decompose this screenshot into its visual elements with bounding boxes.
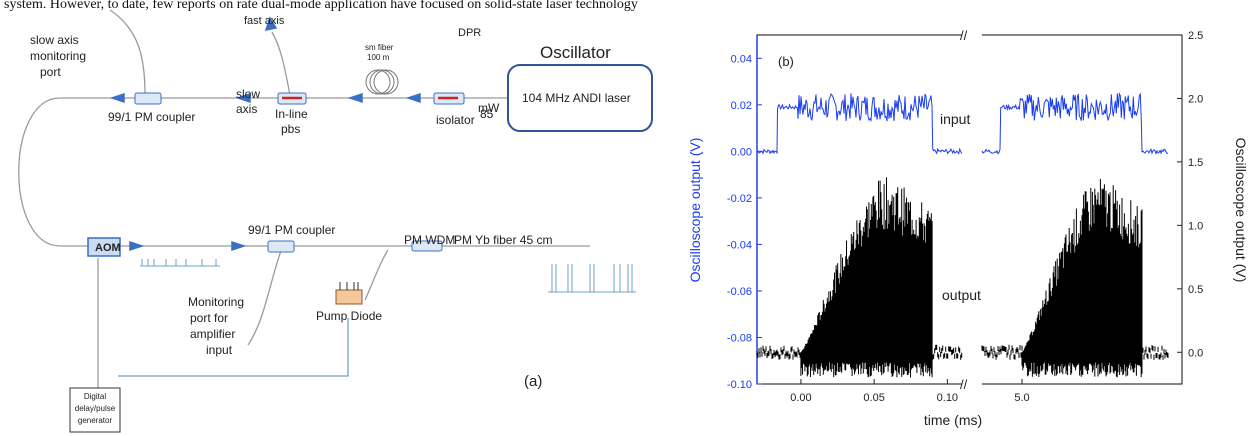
bottom-break-gap <box>962 379 982 389</box>
yb-fiber-label: PM Yb fiber 45 cm <box>454 233 552 247</box>
left-tick-label: -0.06 <box>727 286 752 298</box>
pump-fiber <box>364 249 389 301</box>
direction-arrows <box>109 16 421 252</box>
right-tick-label: 2.0 <box>1188 93 1203 105</box>
right-axis-title: Oscilloscope output (V) <box>1233 138 1248 283</box>
panel-b: // // 0.04 0.02 0.00 -0.02 -0.04 -0.06 -0.08 -0… <box>687 28 1248 428</box>
delay-link-pump <box>118 318 349 377</box>
slow-axis-label-1: slow <box>236 87 260 101</box>
delay-label-1: Digital <box>84 392 106 401</box>
amp-monitor-label-3: amplifier <box>190 327 235 341</box>
arrow-6 <box>231 240 247 252</box>
pulse-train-small <box>140 259 220 267</box>
output-series-line <box>981 179 1169 378</box>
left-tick-label: -0.10 <box>727 379 752 391</box>
x-tick-label: 0.00 <box>790 392 811 404</box>
power-value: 85 <box>480 107 494 121</box>
panel-a-label: (a) <box>524 373 542 390</box>
left-axis-title: Oscilloscope output (V) <box>687 138 703 283</box>
isolator-label: isolator <box>436 113 475 127</box>
input-annotation: input <box>940 111 970 127</box>
right-tick-label: 0.5 <box>1188 284 1203 296</box>
delay-generator-box <box>69 387 121 433</box>
x-tick-label: 5.0 <box>1014 392 1029 404</box>
amp-monitor-fiber <box>247 247 283 346</box>
pbs-label-1: In-line <box>275 107 308 121</box>
left-tick-label: 0.02 <box>731 100 752 112</box>
aom-box <box>87 237 121 257</box>
left-tick-label: -0.02 <box>727 193 752 205</box>
fiber-coil <box>365 69 399 95</box>
delay-label-2: delay/pulse <box>75 404 116 413</box>
top-axis-break: // <box>960 28 968 43</box>
fiber-paths <box>18 9 590 430</box>
x-ticks: 0.00 0.05 0.10 5.0 <box>790 379 1030 404</box>
watermark-text: DPR <box>458 27 481 39</box>
oscillator-box <box>507 64 653 132</box>
fast-axis-fiber <box>271 31 291 96</box>
x-axis-title: time (ms) <box>924 412 982 428</box>
right-y-ticks: 2.5 2.0 1.5 1.0 0.5 0.0 <box>1177 30 1203 359</box>
fiber-label-1: sm fiber <box>365 43 394 52</box>
arrow-2 <box>235 92 251 104</box>
arrow-3 <box>347 92 363 104</box>
pm-coupler-mid-box <box>267 240 295 253</box>
fiber-label-2: 100 m <box>367 53 390 62</box>
top-break-gap <box>962 30 982 40</box>
pulse-train-large <box>548 264 636 293</box>
bottom-axis-break: // <box>960 377 968 392</box>
x-tick-label: 0.10 <box>937 392 958 404</box>
x-tick-label: 0.05 <box>863 392 884 404</box>
oscillator-title: Oscillator <box>540 43 611 62</box>
arrow-1 <box>109 92 125 104</box>
delay-label-3: generator <box>78 416 113 425</box>
aom-label: AOM <box>95 242 121 254</box>
pm-coupler-top-box <box>134 92 162 105</box>
amp-monitor-label-2: port for <box>190 311 228 325</box>
traces <box>756 91 1169 378</box>
amp-monitor-label-1: Monitoring <box>188 295 244 309</box>
power-unit: mW <box>478 101 500 115</box>
right-tick-label: 1.5 <box>1188 157 1203 169</box>
output-annotation: output <box>942 287 981 303</box>
left-tick-label: 0.00 <box>731 146 752 158</box>
pm-coupler-top-label: 99/1 PM coupler <box>108 110 195 124</box>
pm-coupler-mid-label: 99/1 PM coupler <box>248 223 335 237</box>
panel-b-label: (b) <box>778 54 794 69</box>
output-series-line <box>756 177 963 378</box>
pump-diode-label: Pump Diode <box>316 309 382 323</box>
arrow-fast-axis <box>264 16 278 31</box>
pbs-label-2: pbs <box>281 122 300 136</box>
fast-axis-label: fast axis <box>244 15 285 27</box>
right-tick-label: 2.5 <box>1188 30 1203 42</box>
loop-fiber-line <box>18 97 90 247</box>
top-text-fragment: system. However, to date, few reports on… <box>4 0 638 12</box>
right-tick-label: 1.0 <box>1188 220 1203 232</box>
pump-diode <box>335 282 363 305</box>
left-y-ticks: 0.04 0.02 0.00 -0.02 -0.04 -0.06 -0.08 -0.10 <box>727 53 762 391</box>
slow-monitor-label-3: port <box>40 65 61 79</box>
slow-axis-label-2: axis <box>236 102 257 116</box>
pm-wdm-label: PM WDM <box>404 233 455 247</box>
left-tick-label: -0.04 <box>727 239 752 251</box>
slow-monitor-label-2: monitoring <box>30 49 86 63</box>
left-tick-label: 0.04 <box>731 53 752 65</box>
left-tick-label: -0.08 <box>727 332 752 344</box>
pm-wdm-box <box>411 240 443 252</box>
arrow-4 <box>405 92 421 104</box>
arrow-5 <box>129 240 145 252</box>
oscillator-box-label: 104 MHz ANDI laser <box>522 91 631 105</box>
slow-axis-monitor-fiber <box>109 9 146 96</box>
right-tick-label: 0.0 <box>1188 347 1203 359</box>
amp-monitor-label-4: input <box>206 343 233 357</box>
input-series-line <box>981 91 1169 155</box>
slow-monitor-label-1: slow axis <box>30 33 79 47</box>
input-series-line <box>756 93 963 155</box>
panel-a: DPR <box>18 9 653 433</box>
